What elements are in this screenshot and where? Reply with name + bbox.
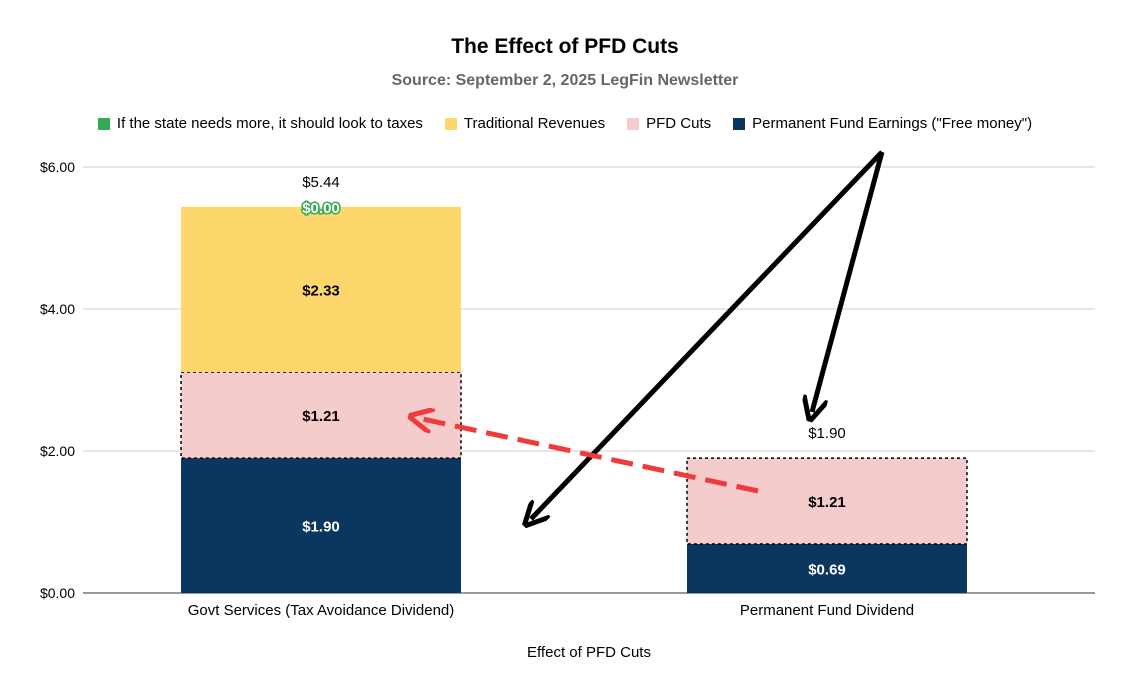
x-tick-label: Permanent Fund Dividend — [740, 602, 914, 619]
legend-item: If the state needs more, it should look … — [97, 115, 423, 132]
data-label: $1.90 — [302, 519, 340, 536]
y-tick-label: $2.00 — [40, 443, 75, 459]
bar-segment — [181, 458, 461, 593]
total-label: $1.90 — [808, 425, 846, 442]
legend-label: If the state needs more, it should look … — [116, 115, 423, 132]
data-label: $2.33 — [302, 282, 340, 299]
bars — [180, 206, 968, 593]
chart-title: The Effect of PFD Cuts — [451, 35, 679, 58]
annotation-arrow-to-govt-services — [531, 150, 884, 519]
legend-label: PFD Cuts — [646, 115, 712, 132]
y-tick-label: $4.00 — [40, 301, 75, 317]
annotations — [418, 150, 885, 519]
legend-swatch — [733, 117, 746, 130]
bar-segment-outline — [686, 457, 968, 545]
data-label: $0.69 — [808, 562, 846, 579]
legend-item: PFD Cuts — [627, 115, 711, 132]
annotation-arrow-to-pfd — [812, 151, 885, 412]
total-label: $5.44 — [302, 174, 340, 191]
legend-label: Traditional Revenues — [463, 115, 606, 132]
legend-swatch — [444, 117, 457, 130]
bar-segment — [687, 544, 967, 593]
data-label: $0.00 — [302, 200, 340, 217]
bar-segment — [687, 458, 967, 545]
legend-item: Traditional Revenues — [444, 115, 606, 132]
y-tick-label: $6.00 — [40, 159, 75, 175]
annotation-arrow-pfd-cut-transfer — [418, 418, 759, 494]
legend: If the state needs more, it should look … — [0, 115, 1130, 132]
y-tick-label: $0.00 — [40, 585, 75, 601]
legend-swatch — [97, 117, 110, 130]
chart-subtitle: Source: September 2, 2025 LegFin Newslet… — [391, 72, 739, 89]
data-labels: $1.90 $1.21 $2.33 $0.00 $5.44 Govt Services (… — [188, 174, 914, 619]
data-label: $1.21 — [302, 408, 340, 425]
legend-swatch — [627, 117, 640, 130]
x-tick-label: Govt Services (Tax Avoidance Dividend) — [188, 602, 455, 619]
legend-label: Permanent Fund Earnings ("Free money") — [752, 115, 1033, 132]
data-label: $1.21 — [808, 494, 846, 511]
x-axis-title: Effect of PFD Cuts — [527, 644, 651, 661]
legend-item: Permanent Fund Earnings ("Free money") — [733, 115, 1032, 132]
bar-segment — [181, 206, 461, 373]
